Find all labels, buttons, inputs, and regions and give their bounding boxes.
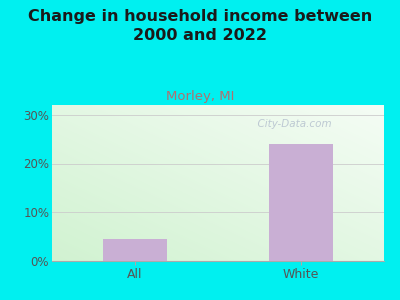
Text: City-Data.com: City-Data.com [251,119,331,129]
Text: Morley, MI: Morley, MI [166,90,234,103]
Bar [104,239,166,261]
Bar [270,144,332,261]
Text: Change in household income between
2000 and 2022: Change in household income between 2000 … [28,9,372,43]
